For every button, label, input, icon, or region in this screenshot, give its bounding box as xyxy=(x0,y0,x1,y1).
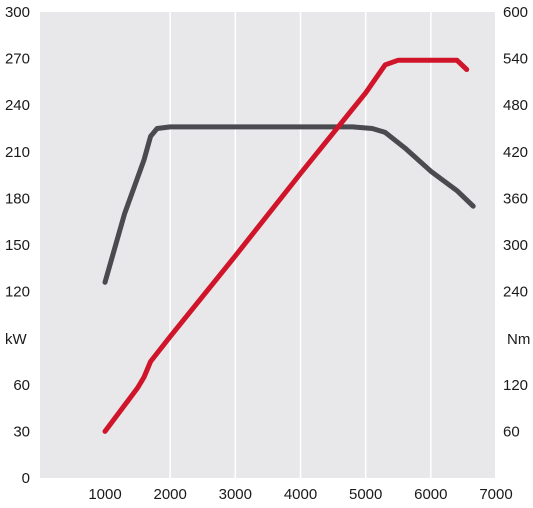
x-tick-label: 5000 xyxy=(349,486,382,503)
right-tick-label: 600 xyxy=(503,4,528,21)
series-line-1 xyxy=(102,124,476,285)
x-tick-label: 1000 xyxy=(88,486,121,503)
x-tick-label: 4000 xyxy=(284,486,317,503)
left-tick-label: 210 xyxy=(5,144,30,161)
left-axis-unit: kW xyxy=(5,331,28,348)
right-tick-label: 60 xyxy=(503,423,520,440)
x-tick-label: 2000 xyxy=(154,486,187,503)
right-tick-label: 420 xyxy=(503,144,528,161)
left-tick-label: 0 xyxy=(22,470,30,487)
left-tick-label: 300 xyxy=(5,4,30,21)
right-axis-ticks: 60 120 240 300 360 420 480 540 600 xyxy=(503,4,528,440)
left-tick-label: 180 xyxy=(5,190,30,207)
x-axis-ticks: 1000 2000 3000 4000 5000 6000 7000 xyxy=(88,486,512,503)
right-tick-label: 120 xyxy=(503,377,528,394)
series-layer xyxy=(102,57,476,434)
left-tick-label: 270 xyxy=(5,51,30,68)
series-line-2 xyxy=(102,57,470,434)
x-tick-label: 7000 xyxy=(479,486,512,503)
right-tick-label: 360 xyxy=(503,190,528,207)
right-tick-label: 300 xyxy=(503,237,528,254)
plot-area xyxy=(40,12,495,478)
x-tick-label: 6000 xyxy=(414,486,447,503)
left-tick-label: 120 xyxy=(5,284,30,301)
left-axis-ticks: 0 30 60 120 150 180 210 240 270 300 xyxy=(5,4,30,487)
x-tick-label: 3000 xyxy=(219,486,252,503)
right-axis-unit: Nm xyxy=(507,331,530,348)
left-tick-label: 60 xyxy=(13,377,30,394)
left-tick-label: 30 xyxy=(13,423,30,440)
left-tick-label: 240 xyxy=(5,97,30,114)
right-tick-label: 540 xyxy=(503,51,528,68)
right-tick-label: 480 xyxy=(503,97,528,114)
left-tick-label: 150 xyxy=(5,237,30,254)
right-tick-label: 240 xyxy=(503,284,528,301)
